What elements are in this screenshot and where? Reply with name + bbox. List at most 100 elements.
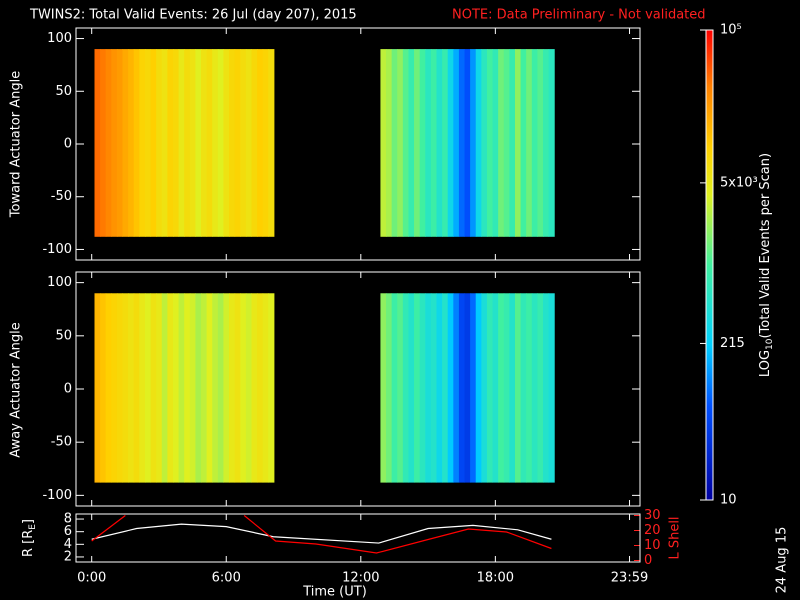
heat-column bbox=[380, 49, 387, 237]
heat-column bbox=[391, 293, 398, 483]
heat-column bbox=[234, 293, 241, 483]
heat-column bbox=[262, 293, 269, 483]
y-tick-label: 4 bbox=[64, 537, 72, 552]
y-tick-label: -100 bbox=[42, 242, 72, 257]
heat-column bbox=[100, 293, 107, 483]
heat-column bbox=[419, 293, 426, 483]
heat-column bbox=[184, 293, 191, 483]
heat-column bbox=[223, 293, 230, 483]
heat-column bbox=[458, 293, 466, 483]
heat-column bbox=[212, 293, 219, 483]
colorbar-label: LOG10(Total Valid Events per Scan) bbox=[758, 153, 775, 377]
heat-column bbox=[201, 293, 208, 483]
heat-column bbox=[526, 293, 533, 483]
heat-column bbox=[453, 293, 460, 483]
heat-column bbox=[240, 49, 247, 237]
y2-label: L Shell bbox=[668, 516, 683, 559]
heat-column bbox=[531, 49, 538, 237]
heat-column bbox=[486, 293, 494, 483]
heat-column bbox=[470, 293, 477, 483]
heat-column bbox=[481, 293, 488, 483]
heat-column bbox=[128, 293, 135, 483]
heat-column bbox=[206, 293, 213, 483]
heat-column bbox=[184, 49, 191, 237]
y-tick-label: 8 bbox=[64, 512, 72, 527]
colorbar-tick-label: 215 bbox=[720, 336, 745, 351]
heat-column bbox=[133, 49, 140, 237]
y-tick-label: 6 bbox=[64, 524, 72, 539]
heat-column bbox=[408, 49, 415, 237]
y2-tick-label: 30 bbox=[644, 508, 661, 523]
heat-column bbox=[475, 293, 482, 483]
heat-column bbox=[397, 49, 404, 237]
heat-column bbox=[139, 49, 146, 237]
heat-column bbox=[116, 49, 124, 237]
heat-column bbox=[167, 49, 174, 237]
heat-column bbox=[498, 293, 505, 483]
heat-column bbox=[425, 293, 432, 483]
heat-column bbox=[105, 293, 112, 483]
heat-column bbox=[251, 49, 258, 237]
heat-column bbox=[161, 293, 168, 483]
y-tick-label: -50 bbox=[51, 189, 72, 204]
heat-column bbox=[111, 293, 118, 483]
heat-column bbox=[156, 49, 163, 237]
heat-column bbox=[436, 49, 443, 237]
y-tick-label: 0 bbox=[64, 382, 72, 397]
heat-column bbox=[492, 293, 499, 483]
heat-column bbox=[189, 293, 196, 483]
y-label: R [RE] bbox=[21, 519, 38, 557]
heat-column bbox=[178, 293, 185, 483]
heat-column bbox=[386, 49, 393, 237]
heat-column bbox=[520, 49, 527, 237]
heat-column bbox=[543, 49, 550, 237]
heat-column bbox=[116, 293, 124, 483]
y-tick-label: 100 bbox=[47, 31, 72, 46]
heat-column bbox=[492, 49, 499, 237]
heat-column bbox=[195, 293, 202, 483]
x-tick-label: 0:00 bbox=[77, 571, 106, 586]
heat-column bbox=[212, 49, 219, 237]
heat-column bbox=[537, 293, 544, 483]
y-label-part: ] bbox=[21, 519, 36, 524]
heat-column bbox=[217, 293, 224, 483]
heat-column bbox=[217, 49, 224, 237]
heat-column bbox=[234, 49, 241, 237]
heat-column bbox=[486, 49, 494, 237]
plot-frame bbox=[75, 27, 641, 261]
heat-column bbox=[464, 293, 471, 483]
heat-column bbox=[240, 293, 247, 483]
colorbar-tick-label: 10 bbox=[720, 493, 737, 508]
heat-column bbox=[509, 49, 516, 237]
heat-column bbox=[419, 49, 426, 237]
colorbar-tick-label: 10⁵ bbox=[720, 23, 742, 38]
heat-column bbox=[150, 49, 157, 237]
heat-column bbox=[172, 293, 180, 483]
heat-column bbox=[94, 49, 101, 237]
heat-column bbox=[442, 293, 449, 483]
y-tick-label: 100 bbox=[47, 275, 72, 290]
heat-column bbox=[206, 49, 213, 237]
series-line bbox=[91, 515, 126, 542]
heat-column bbox=[430, 49, 437, 237]
y-tick-label: 50 bbox=[55, 328, 72, 343]
note: NOTE: Data Preliminary - Not validated bbox=[452, 8, 706, 23]
heat-column bbox=[122, 49, 129, 237]
heat-column bbox=[475, 49, 482, 237]
heat-column bbox=[548, 49, 555, 237]
heat-column bbox=[257, 293, 264, 483]
y-tick-label: -100 bbox=[42, 488, 72, 503]
heat-column bbox=[150, 293, 157, 483]
colorbar bbox=[705, 29, 714, 501]
heat-column bbox=[94, 293, 101, 483]
heat-column bbox=[414, 293, 421, 483]
stamp: 24 Aug 15 bbox=[775, 527, 790, 594]
heat-column bbox=[391, 49, 398, 237]
heat-column bbox=[503, 49, 510, 237]
heat-column bbox=[414, 49, 421, 237]
heat-column bbox=[430, 293, 437, 483]
heat-column bbox=[128, 49, 135, 237]
plot-frame bbox=[75, 513, 641, 563]
heat-column bbox=[458, 49, 466, 237]
